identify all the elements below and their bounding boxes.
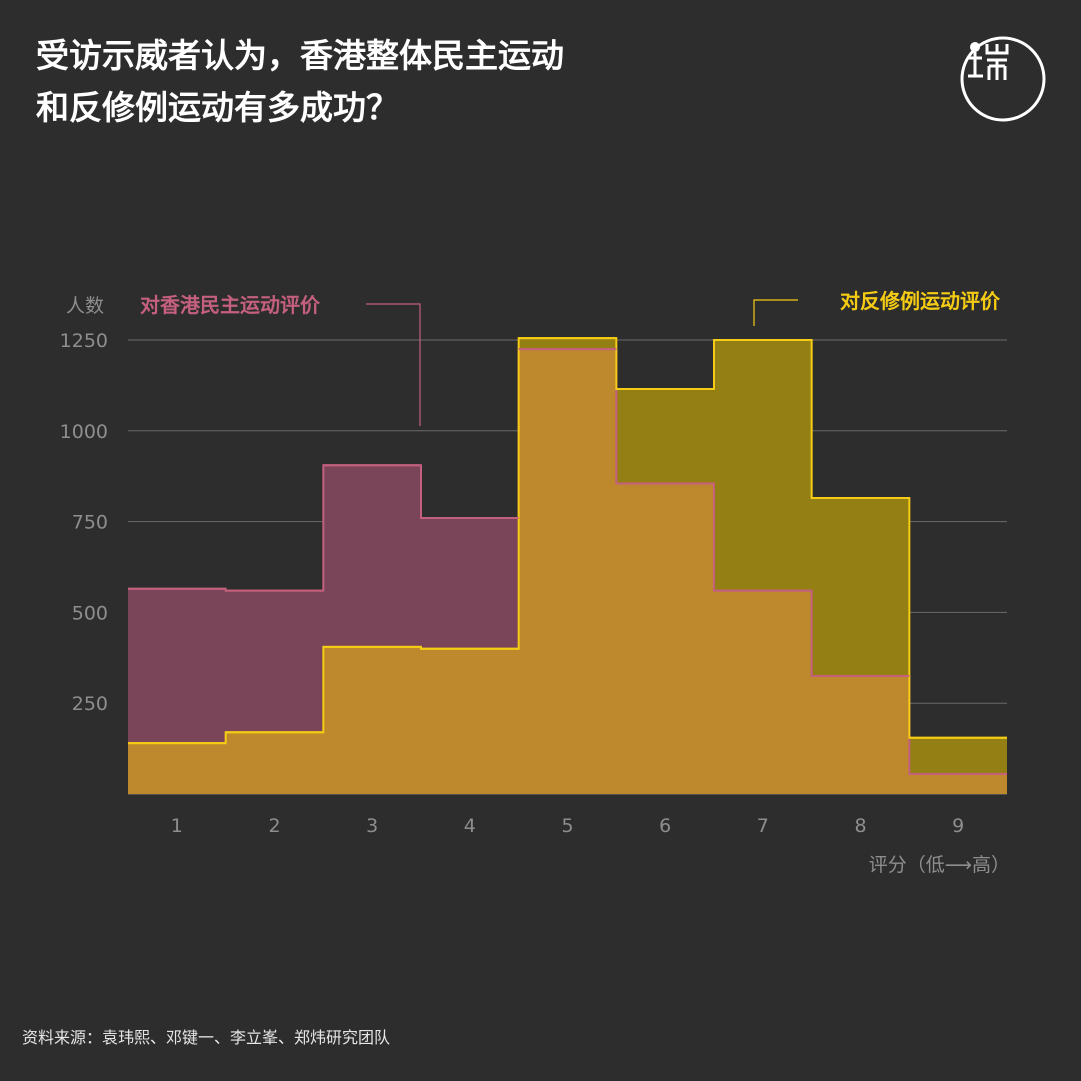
x-tick-label: 3 [366,815,378,837]
y-tick-label: 750 [72,512,108,534]
title-line-2: 和反修例运动有多成功？ [36,88,399,127]
x-tick-label: 4 [464,815,476,837]
y-tick-label: 1000 [60,421,108,443]
x-tick-label: 6 [659,815,671,837]
x-tick-label: 1 [171,815,183,837]
y-tick-label: 500 [72,602,108,624]
title-line-1: 受访示威者认为，香港整体民主运动 [36,36,564,75]
legend-antielab: 对反修例运动评价 [840,289,1001,313]
x-tick-label: 7 [757,815,769,837]
x-tick-label: 5 [561,815,573,837]
x-tick-label: 9 [952,815,964,837]
y-axis-label: 人数 [66,295,104,317]
logo-icon [960,36,1046,122]
x-tick-label: 2 [268,815,280,837]
y-tick-label: 1250 [60,330,108,352]
source-note: 资料来源：袁玮熙、邓键一、李立峯、郑炜研究团队 [22,1028,391,1047]
x-axis-label: 评分（低⟶高） [869,854,1010,876]
legend-democracy: 对香港民主运动评价 [140,293,321,317]
series-overlap-area [128,349,1007,794]
legend-democracy-leader [366,303,421,426]
x-tick-label: 8 [854,815,866,837]
legend-antielab-leader [753,299,798,326]
y-tick-label: 250 [72,693,108,715]
chart-title: 受访示威者认为，香港整体民主运动 和反修例运动有多成功？ [36,30,564,134]
